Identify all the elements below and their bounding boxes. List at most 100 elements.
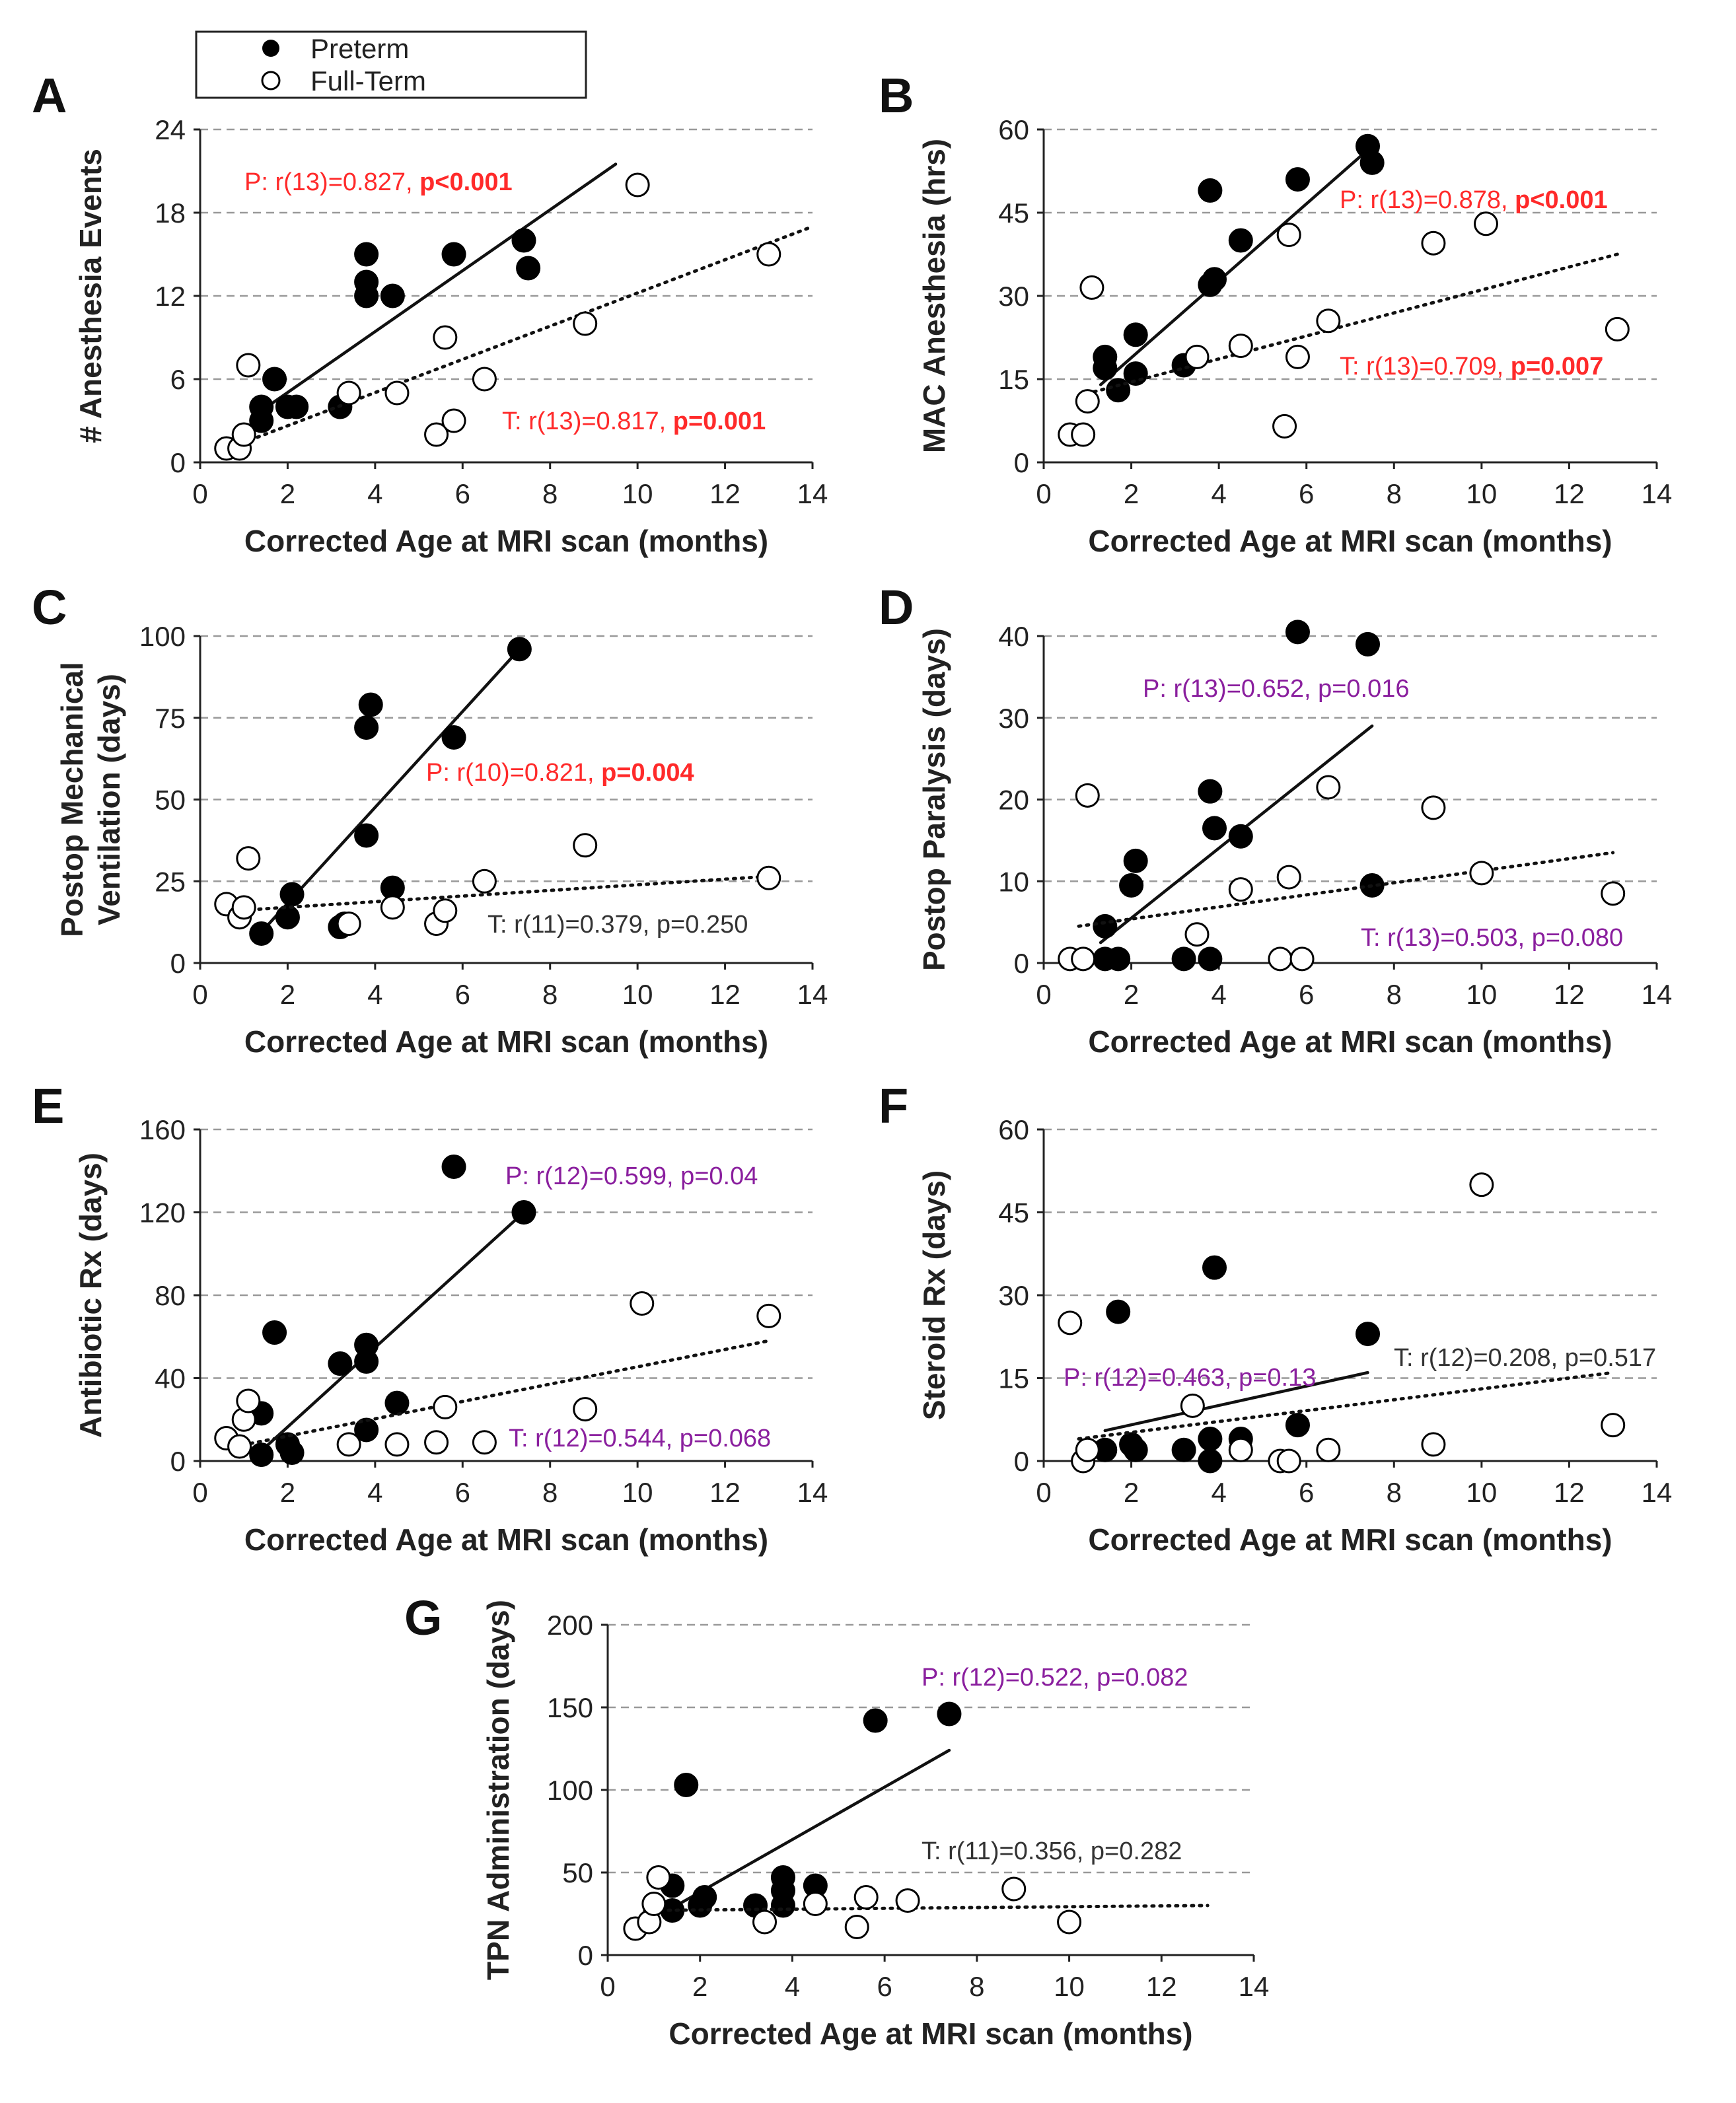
preterm-point [1285, 167, 1310, 192]
correlation-annotation: P: r(12)=0.463, p=0.13 [1064, 1364, 1316, 1392]
correlation-annotation: T: r(12)=0.544, p=0.068 [509, 1425, 771, 1452]
y-tick-label: 50 [155, 785, 186, 816]
fullterm-point [1058, 1310, 1083, 1336]
fullterm-point [1316, 308, 1341, 334]
x-tick-label: 12 [1554, 979, 1585, 1010]
y-tick-label: 40 [155, 1363, 186, 1394]
panel-f: F 0 15 30 45 60 0 2 4 6 8 10 12 14 Corrected Age at MR… [879, 1079, 1672, 1557]
fullterm-point [1285, 344, 1310, 369]
x-tick-label: 14 [797, 478, 828, 509]
fullterm-point [895, 1888, 920, 1913]
panel-letter: D [879, 580, 914, 635]
legend: Preterm Full-Term [195, 30, 587, 99]
x-tick-label: 2 [692, 1971, 707, 2002]
fullterm-point [803, 1892, 828, 1916]
preterm-point [511, 1200, 536, 1225]
preterm-point [1198, 1448, 1223, 1474]
panel-c: C 0 25 50 75 100 0 2 4 6 8 10 12 14 Corrected Age at M… [32, 580, 828, 1059]
legend-fullterm-label: Full-Term [310, 65, 426, 96]
x-tick-label: 4 [1211, 478, 1226, 509]
preterm-point [1202, 1255, 1227, 1280]
preterm-point [380, 283, 405, 308]
fullterm-point [1075, 1437, 1100, 1462]
preterm-point [328, 1351, 353, 1376]
x-tick-label: 14 [1642, 1477, 1673, 1508]
preterm-fit-line [255, 1211, 526, 1456]
y-tick-label: 15 [998, 1363, 1029, 1394]
x-tick-label: 0 [1036, 979, 1051, 1010]
x-axis-title: Corrected Age at MRI scan (months) [244, 1522, 768, 1557]
fullterm-point [433, 325, 458, 350]
x-tick-label: 6 [1299, 1477, 1314, 1508]
x-tick-label: 4 [367, 478, 382, 509]
y-tick-label: 18 [155, 197, 186, 229]
y-tick-label: 100 [139, 621, 186, 652]
preterm-point [1285, 1413, 1310, 1438]
preterm-point [384, 1390, 410, 1415]
y-tick-label: 15 [998, 364, 1029, 395]
x-tick-label: 6 [455, 478, 470, 509]
fullterm-fit-line [643, 1904, 1210, 1912]
correlation-annotation: P: r(12)=0.599, p=0.04 [505, 1162, 758, 1190]
preterm-point [863, 1708, 888, 1733]
x-tick-label: 8 [542, 979, 558, 1010]
y-tick-label: 150 [547, 1692, 593, 1723]
fullterm-point [1228, 877, 1253, 902]
annotation-pvalue: p=0.001 [673, 408, 766, 435]
preterm-point [441, 1154, 466, 1179]
fullterm-fit-line [233, 225, 814, 448]
preterm-point [354, 1417, 379, 1443]
panel-letter: C [32, 580, 67, 635]
x-tick-label: 8 [1387, 979, 1402, 1010]
y-axis-title-line: Ventilation (days) [92, 674, 126, 925]
annotation-text: T: r(13)=0.817, [502, 408, 673, 435]
fullterm-point [236, 846, 261, 871]
preterm-point [1228, 824, 1253, 849]
panel-g: G 0 50 100 150 200 0 2 4 6 8 10 12 14 Corrected Age at… [404, 1590, 1269, 2051]
fullterm-point [1228, 334, 1253, 359]
x-tick-label: 4 [367, 979, 382, 1010]
y-tick-label: 45 [998, 1197, 1029, 1229]
y-tick-label: 10 [998, 866, 1029, 897]
y-axis-title: # Anesthesia Events [73, 149, 108, 443]
fullterm-point [756, 242, 781, 267]
preterm-point [358, 692, 383, 717]
preterm-point [441, 242, 466, 267]
y-tick-label: 30 [998, 1280, 1029, 1311]
preterm-point [262, 367, 287, 392]
x-tick-label: 8 [969, 1971, 984, 2002]
fullterm-fit-line [233, 1339, 771, 1448]
panel-b: B 0 15 30 45 60 0 2 4 6 8 10 12 14 Corrected Age at MR… [879, 68, 1672, 558]
x-tick-label: 6 [877, 1971, 892, 2002]
y-axis-title: Antibiotic Rx (days) [73, 1153, 108, 1438]
y-axis-title: Postop MechanicalVentilation (days) [55, 662, 126, 937]
x-axis-title: Corrected Age at MRI scan (months) [1088, 1024, 1612, 1059]
x-tick-label: 14 [797, 979, 828, 1010]
fullterm-point [1276, 865, 1301, 890]
preterm-point [262, 1320, 287, 1345]
y-tick-label: 120 [139, 1197, 186, 1229]
preterm-point [354, 1332, 379, 1357]
preterm-point [284, 394, 309, 419]
y-axis-title: TPN Administration (days) [481, 1600, 515, 1980]
preterm-point [1171, 1437, 1196, 1462]
panel-letter: G [404, 1590, 443, 1645]
annotation-text: T: r(13)=0.503, p=0.080 [1361, 924, 1623, 952]
x-tick-label: 2 [1124, 478, 1139, 509]
y-tick-label: 6 [170, 364, 186, 395]
preterm-point [1123, 848, 1148, 873]
x-tick-label: 12 [1146, 1971, 1177, 2002]
preterm-point [1198, 946, 1223, 972]
y-axis-title: MAC Anesthesia (hrs) [917, 139, 951, 453]
fullterm-fit-line [1077, 252, 1619, 398]
y-tick-label: 0 [1014, 1446, 1029, 1477]
fullterm-point [853, 1885, 879, 1909]
y-tick-label: 12 [155, 281, 186, 312]
preterm-point [1198, 178, 1223, 203]
x-tick-label: 10 [622, 979, 653, 1010]
preterm-point [1359, 150, 1385, 175]
preterm-point [674, 1773, 699, 1797]
fullterm-point [380, 895, 405, 920]
